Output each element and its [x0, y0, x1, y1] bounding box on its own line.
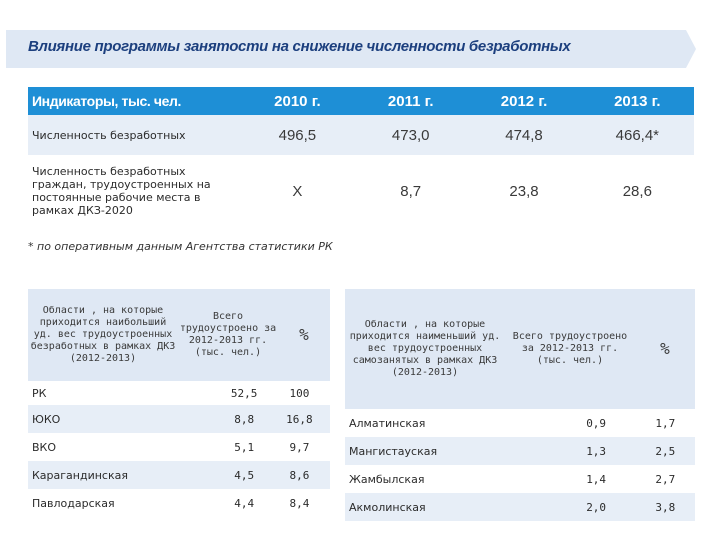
region-percent: 2,7 — [655, 472, 676, 486]
page-title: Влияние программы занятости на снижение … — [28, 38, 571, 55]
region-total: 8,8 — [234, 412, 255, 426]
table-row: Мангистауская 1,3 2,5 — [345, 437, 695, 465]
region-percent: 16,8 — [286, 412, 313, 426]
indicators-table: Индикаторы, тыс. чел. 2010 г. 2011 г. 20… — [28, 87, 694, 221]
region-name: Мангистауская — [349, 444, 438, 458]
region-name: Карагандинская — [32, 468, 128, 482]
header-label: Индикаторы, тыс. чел. — [32, 92, 181, 109]
region-name: РК — [32, 386, 47, 400]
region-name: Павлодарская — [32, 496, 115, 510]
table-row: РК 52,5 100 — [28, 381, 330, 405]
region-total: 4,5 — [234, 468, 255, 482]
cell-value: 28,6 — [622, 183, 652, 200]
table-row: Павлодарская 4,4 8,4 — [28, 489, 330, 517]
row-label: Численность безработных — [32, 128, 186, 142]
cell-value: 473,0 — [391, 126, 430, 144]
region-total: 52,5 — [230, 386, 258, 400]
cell-value: 496,5 — [278, 126, 317, 144]
header-year: 2013 г. — [614, 92, 661, 110]
title-banner — [6, 30, 696, 68]
region-total: 4,4 — [234, 496, 255, 510]
region-total: 0,9 — [586, 416, 607, 430]
header-percent: % — [299, 325, 309, 344]
top-regions-table: Области , на которые приходится наибольш… — [28, 289, 330, 517]
header-regions: Области , на которые приходится наибольш… — [30, 305, 176, 364]
header-year: 2012 г. — [500, 92, 548, 110]
region-percent: 9,7 — [289, 440, 310, 454]
region-total: 5,1 — [234, 440, 255, 454]
region-percent: 8,4 — [289, 496, 310, 510]
region-name: ЮКО — [32, 412, 61, 426]
region-total: 1,4 — [586, 472, 607, 486]
region-name: Алматинская — [349, 416, 426, 430]
header-year: 2011 г. — [387, 92, 434, 110]
header-regions: Области , на которые приходится наименьш… — [349, 319, 501, 378]
header-total: Всего трудоустроено за 2012-2013 гг. (ты… — [179, 311, 277, 358]
bottom-regions-table: Области , на которые приходится наименьш… — [345, 289, 695, 521]
table-header-row: Индикаторы, тыс. чел. 2010 г. 2011 г. 20… — [28, 87, 694, 115]
header-total: Всего трудоустроено за 2012-2013 гг. (ты… — [512, 331, 628, 366]
cell-value: Х — [292, 183, 303, 200]
table-row: Численность безработных 496,5 473,0 474,… — [28, 115, 694, 155]
table-row: Алматинская 0,9 1,7 — [345, 409, 695, 437]
header-year: 2010 г. — [274, 92, 321, 110]
table-row: ВКО 5,1 9,7 — [28, 433, 330, 461]
region-total: 1,3 — [586, 444, 607, 458]
region-name: Жамбылская — [349, 472, 425, 486]
region-percent: 3,8 — [655, 500, 676, 514]
table-header-row: Области , на которые приходится наибольш… — [28, 289, 330, 381]
region-percent: 8,6 — [289, 468, 310, 482]
row-label: Численность безработных граждан, трудоус… — [32, 165, 211, 217]
region-name: ВКО — [32, 440, 57, 454]
table-row: ЮКО 8,8 16,8 — [28, 405, 330, 433]
region-percent: 100 — [289, 386, 310, 400]
cell-value: 23,8 — [509, 183, 539, 200]
header-percent: % — [660, 339, 670, 358]
table-row: Жамбылская 1,4 2,7 — [345, 465, 695, 493]
footnote: * по оперативным данным Агентства статис… — [28, 240, 333, 253]
table-row: Численность безработных граждан, трудоус… — [28, 155, 694, 221]
region-name: Акмолинская — [349, 500, 426, 514]
table-header-row: Области , на которые приходится наименьш… — [345, 289, 695, 409]
table-row: Карагандинская 4,5 8,6 — [28, 461, 330, 489]
region-percent: 1,7 — [655, 416, 676, 430]
cell-value: 8,7 — [400, 183, 422, 200]
region-percent: 2,5 — [655, 444, 676, 458]
cell-value: 466,4* — [615, 126, 660, 144]
region-total: 2,0 — [586, 500, 607, 514]
cell-value: 474,8 — [505, 126, 543, 144]
table-row: Акмолинская 2,0 3,8 — [345, 493, 695, 521]
